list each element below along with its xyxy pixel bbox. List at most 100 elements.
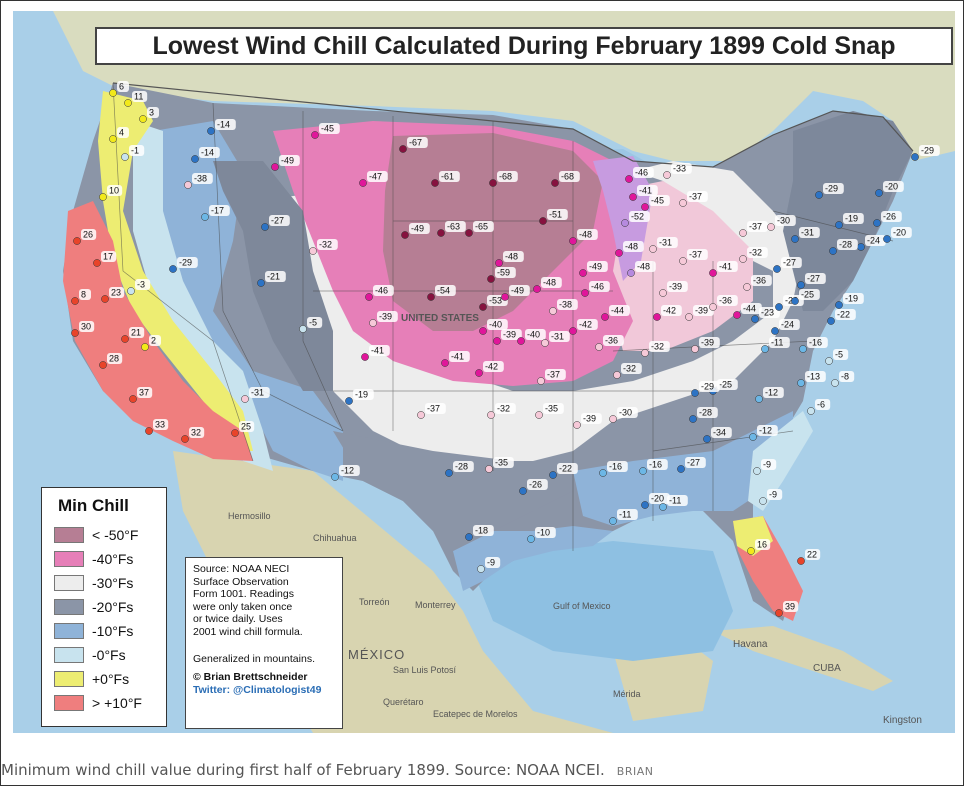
- station-dot[interactable]: [101, 295, 109, 303]
- station-marker[interactable]: -34: [703, 427, 732, 443]
- station-marker[interactable]: -9: [753, 459, 777, 475]
- station-dot[interactable]: [427, 293, 435, 301]
- station-marker[interactable]: -46: [625, 167, 654, 183]
- station-dot[interactable]: [799, 345, 807, 353]
- station-marker[interactable]: -38: [184, 173, 213, 189]
- station-dot[interactable]: [535, 411, 543, 419]
- twitter-link[interactable]: Twitter: @Climatologist49: [193, 683, 322, 696]
- station-dot[interactable]: [599, 469, 607, 477]
- station-dot[interactable]: [73, 237, 81, 245]
- station-dot[interactable]: [747, 547, 755, 555]
- station-marker[interactable]: -27: [773, 257, 802, 273]
- station-marker[interactable]: -48: [615, 241, 644, 257]
- station-dot[interactable]: [401, 231, 409, 239]
- station-dot[interactable]: [359, 179, 367, 187]
- station-dot[interactable]: [857, 243, 865, 251]
- station-dot[interactable]: [345, 397, 353, 405]
- station-marker[interactable]: 39: [775, 601, 799, 617]
- station-dot[interactable]: [775, 609, 783, 617]
- station-dot[interactable]: [441, 359, 449, 367]
- station-marker[interactable]: -48: [533, 277, 562, 293]
- station-marker[interactable]: -49: [401, 223, 430, 239]
- station-marker[interactable]: 21: [121, 327, 145, 343]
- station-dot[interactable]: [573, 421, 581, 429]
- station-marker[interactable]: -19: [835, 293, 864, 309]
- station-dot[interactable]: [495, 259, 503, 267]
- station-dot[interactable]: [663, 171, 671, 179]
- station-marker[interactable]: 25: [231, 421, 255, 437]
- station-marker[interactable]: -42: [475, 361, 504, 377]
- station-marker[interactable]: -42: [653, 305, 682, 321]
- station-marker[interactable]: -22: [827, 309, 856, 325]
- station-dot[interactable]: [703, 435, 711, 443]
- station-marker[interactable]: -39: [573, 413, 602, 429]
- station-dot[interactable]: [549, 471, 557, 479]
- station-dot[interactable]: [207, 127, 215, 135]
- station-marker[interactable]: -30: [609, 407, 638, 423]
- station-dot[interactable]: [677, 465, 685, 473]
- station-marker[interactable]: -20: [875, 181, 904, 197]
- station-dot[interactable]: [753, 467, 761, 475]
- station-marker[interactable]: -29: [911, 145, 940, 161]
- station-dot[interactable]: [797, 281, 805, 289]
- station-dot[interactable]: [911, 153, 919, 161]
- station-dot[interactable]: [257, 279, 265, 287]
- station-marker[interactable]: -46: [365, 285, 394, 301]
- station-marker[interactable]: -39: [691, 337, 720, 353]
- station-dot[interactable]: [93, 259, 101, 267]
- station-marker[interactable]: 6: [109, 81, 129, 97]
- station-dot[interactable]: [517, 337, 525, 345]
- station-marker[interactable]: -44: [601, 305, 630, 321]
- station-marker[interactable]: -27: [677, 457, 706, 473]
- station-dot[interactable]: [309, 247, 317, 255]
- station-dot[interactable]: [124, 99, 132, 107]
- station-marker[interactable]: -32: [641, 341, 670, 357]
- station-dot[interactable]: [797, 379, 805, 387]
- station-dot[interactable]: [815, 191, 823, 199]
- station-dot[interactable]: [465, 533, 473, 541]
- station-dot[interactable]: [621, 219, 629, 227]
- station-dot[interactable]: [653, 313, 661, 321]
- station-dot[interactable]: [485, 465, 493, 473]
- station-dot[interactable]: [641, 203, 649, 211]
- station-dot[interactable]: [109, 89, 117, 97]
- station-dot[interactable]: [501, 293, 509, 301]
- station-marker[interactable]: -11: [761, 337, 790, 353]
- station-dot[interactable]: [479, 327, 487, 335]
- station-dot[interactable]: [365, 293, 373, 301]
- station-dot[interactable]: [749, 433, 757, 441]
- station-dot[interactable]: [791, 297, 799, 305]
- station-marker[interactable]: -36: [595, 335, 624, 351]
- station-marker[interactable]: -27: [797, 273, 826, 289]
- station-dot[interactable]: [533, 285, 541, 293]
- station-marker[interactable]: -37: [739, 221, 768, 237]
- station-dot[interactable]: [99, 193, 107, 201]
- station-marker[interactable]: 32: [181, 427, 205, 443]
- station-dot[interactable]: [537, 377, 545, 385]
- station-marker[interactable]: -48: [627, 261, 656, 277]
- station-dot[interactable]: [299, 325, 307, 333]
- station-marker[interactable]: -41: [629, 185, 658, 201]
- station-dot[interactable]: [71, 329, 79, 337]
- station-dot[interactable]: [311, 131, 319, 139]
- station-dot[interactable]: [569, 237, 577, 245]
- station-dot[interactable]: [709, 303, 717, 311]
- station-dot[interactable]: [549, 307, 557, 315]
- station-marker[interactable]: -1: [121, 145, 145, 161]
- station-marker[interactable]: -5: [825, 349, 849, 365]
- station-marker[interactable]: -25: [791, 289, 820, 305]
- station-marker[interactable]: -49: [501, 285, 530, 301]
- station-marker[interactable]: -32: [487, 403, 516, 419]
- station-marker[interactable]: -68: [551, 171, 580, 187]
- station-dot[interactable]: [121, 335, 129, 343]
- station-marker[interactable]: -18: [465, 525, 494, 541]
- station-dot[interactable]: [141, 343, 149, 351]
- station-dot[interactable]: [797, 557, 805, 565]
- station-dot[interactable]: [679, 199, 687, 207]
- station-marker[interactable]: -61: [431, 171, 460, 187]
- station-marker[interactable]: -27: [261, 215, 290, 231]
- station-marker[interactable]: -41: [709, 261, 738, 277]
- station-marker[interactable]: 3: [139, 107, 159, 123]
- station-dot[interactable]: [609, 415, 617, 423]
- station-marker[interactable]: -21: [257, 271, 286, 287]
